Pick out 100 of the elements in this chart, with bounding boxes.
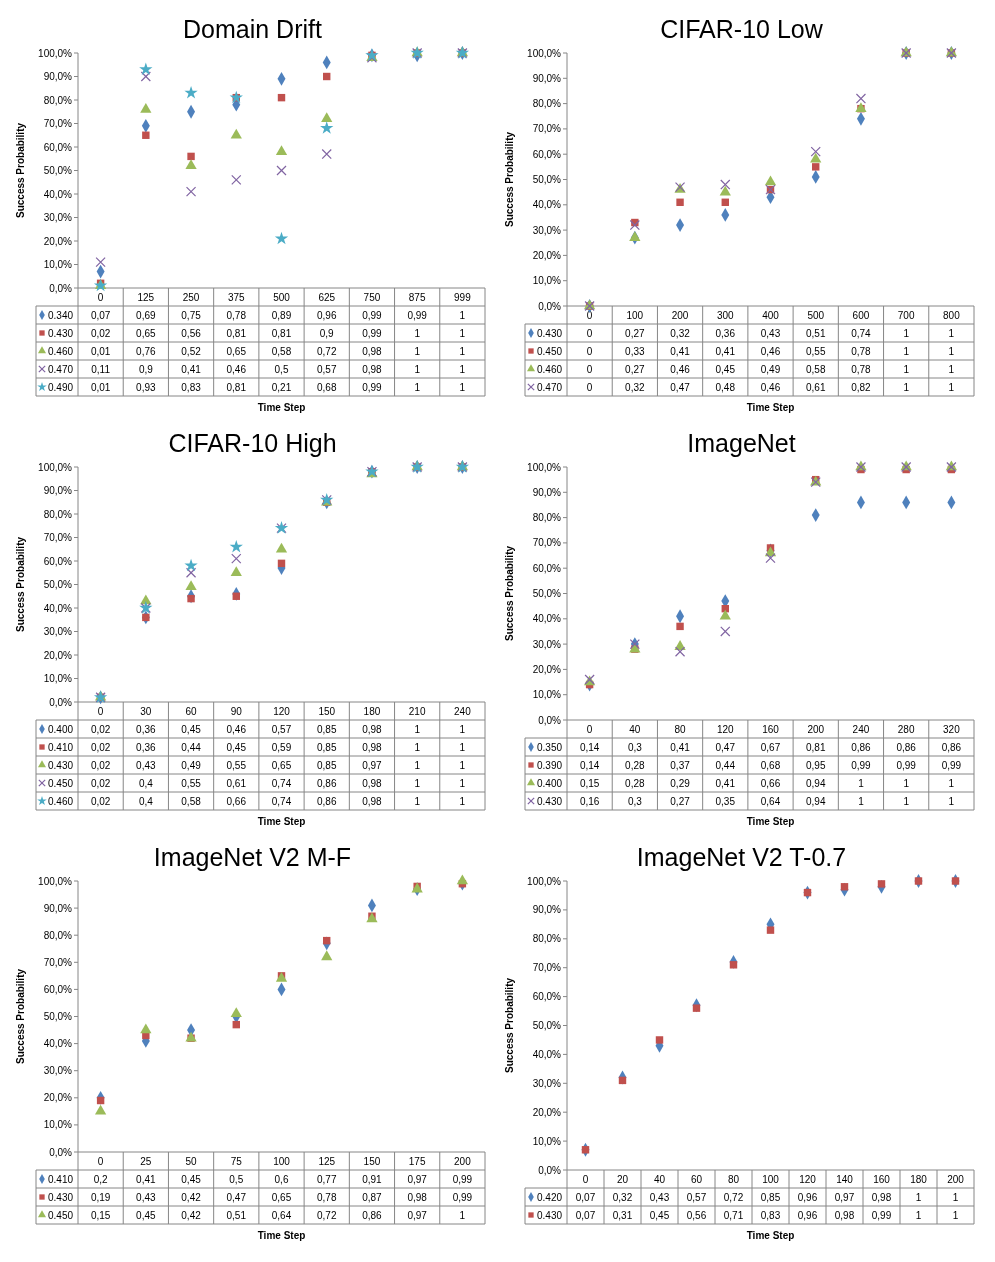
data-label: 1: [414, 742, 421, 753]
y-tick-label: 60,0%: [43, 141, 73, 153]
y-tick-label: 60,0%: [532, 991, 562, 1003]
data-label: 0,47: [226, 1192, 247, 1203]
point: [185, 580, 197, 591]
data-label: 0,99: [407, 310, 428, 321]
legend-label: 0.420: [537, 1192, 563, 1203]
data-label: 0,49: [181, 760, 202, 771]
x-tick-label: 150: [363, 1156, 381, 1167]
legend-label: 0.450: [48, 1210, 74, 1221]
y-tick-label: 100,0%: [38, 47, 73, 59]
y-axis-title: Success Probability: [504, 977, 515, 1074]
y-tick-label: 60,0%: [43, 555, 73, 567]
data-label: 1: [948, 796, 955, 807]
data-label: 1: [903, 364, 910, 375]
y-tick-label: 20,0%: [43, 649, 73, 661]
data-label: 1: [903, 346, 910, 357]
legend-label: 0.470: [537, 382, 563, 393]
data-label: 0,46: [760, 382, 781, 393]
data-label: 0,96: [316, 310, 337, 321]
data-label: 0,36: [715, 328, 736, 339]
data-label: 0,2: [93, 1174, 108, 1185]
legend-label: 0.460: [48, 346, 74, 357]
data-label: 1: [459, 796, 466, 807]
data-label: 0,64: [760, 796, 781, 807]
data-label: 0,41: [136, 1174, 156, 1185]
data-label: 0,78: [316, 1192, 337, 1203]
data-label: 0,51: [805, 328, 826, 339]
data-label: 0,14: [579, 742, 600, 753]
data-label: 0,98: [362, 346, 383, 357]
point: [184, 85, 198, 99]
point: [720, 626, 731, 637]
legend-label: 0.470: [48, 364, 74, 375]
chart-title: Domain Drift: [183, 15, 323, 43]
legend-label: 0.460: [48, 796, 74, 807]
data-label: 0,52: [181, 346, 202, 357]
data-label: 0,15: [579, 778, 600, 789]
data-label: 0,97: [407, 1174, 428, 1185]
point: [276, 165, 287, 176]
data-label: 0,99: [871, 1210, 892, 1221]
data-label: 0,58: [805, 364, 826, 375]
data-label: 0,5: [274, 364, 289, 375]
data-label: 0,27: [625, 328, 645, 339]
data-label: 1: [903, 778, 910, 789]
x-tick-label: 60: [185, 706, 198, 717]
data-label: 0,48: [715, 382, 736, 393]
y-tick-label: 70,0%: [43, 118, 73, 129]
y-tick-label: 40,0%: [532, 1048, 562, 1060]
y-tick-label: 80,0%: [43, 929, 73, 941]
y-tick-label: 50,0%: [532, 1020, 562, 1031]
x-tick-label: 625: [318, 292, 336, 303]
data-label: 0,85: [316, 742, 337, 753]
y-axis-title: Success Probability: [504, 545, 515, 642]
data-label: 1: [915, 1210, 922, 1221]
data-label: 0,86: [362, 1210, 383, 1221]
data-label: 1: [948, 364, 955, 375]
data-label: 1: [414, 364, 421, 375]
data-label: 1: [459, 382, 466, 393]
data-label: 0,78: [851, 364, 872, 375]
data-label: 0,9: [319, 328, 335, 339]
data-label: 0,98: [362, 724, 383, 735]
x-tick-label: 875: [408, 292, 426, 303]
x-tick-label: 180: [363, 706, 381, 717]
data-label: 0,07: [90, 310, 111, 321]
data-label: 0,6: [274, 1174, 289, 1185]
y-axis-title: Success Probability: [15, 536, 26, 633]
data-label: 0,65: [271, 760, 292, 771]
data-label: 0,97: [407, 1210, 428, 1221]
data-label: 1: [948, 778, 955, 789]
data-label: 1: [459, 724, 466, 735]
legend-label: 0.430: [48, 760, 74, 771]
data-label: 1: [414, 382, 421, 393]
y-tick-label: 70,0%: [43, 956, 73, 968]
data-label: 0,95: [805, 760, 826, 771]
x-axis-title: Time Step: [257, 1230, 306, 1241]
data-label: 1: [915, 1192, 922, 1203]
data-label: 0,46: [226, 724, 247, 735]
y-tick-label: 20,0%: [532, 249, 562, 261]
data-label: 0,55: [181, 778, 202, 789]
point: [229, 539, 243, 553]
point: [719, 185, 731, 196]
data-label: 0,55: [805, 346, 826, 357]
data-label: 0,43: [136, 1192, 156, 1203]
data-label: 0,98: [362, 742, 383, 753]
point: [764, 175, 777, 186]
y-tick-label: 80,0%: [532, 512, 562, 524]
data-label: 1: [952, 1192, 959, 1203]
point: [187, 152, 195, 161]
y-tick-label: 90,0%: [43, 485, 73, 496]
data-label: 0,66: [226, 796, 247, 807]
data-label: 1: [459, 1210, 466, 1221]
data-label: 0,69: [136, 310, 156, 321]
data-label: 0,07: [575, 1210, 596, 1221]
legend-label: 0.410: [48, 742, 74, 753]
point: [720, 179, 731, 190]
data-label: 0: [586, 382, 593, 393]
x-tick-label: 120: [799, 1174, 817, 1185]
data-label: 0,82: [851, 382, 872, 393]
data-label: 0,41: [181, 364, 202, 375]
x-tick-label: 90: [230, 706, 243, 717]
